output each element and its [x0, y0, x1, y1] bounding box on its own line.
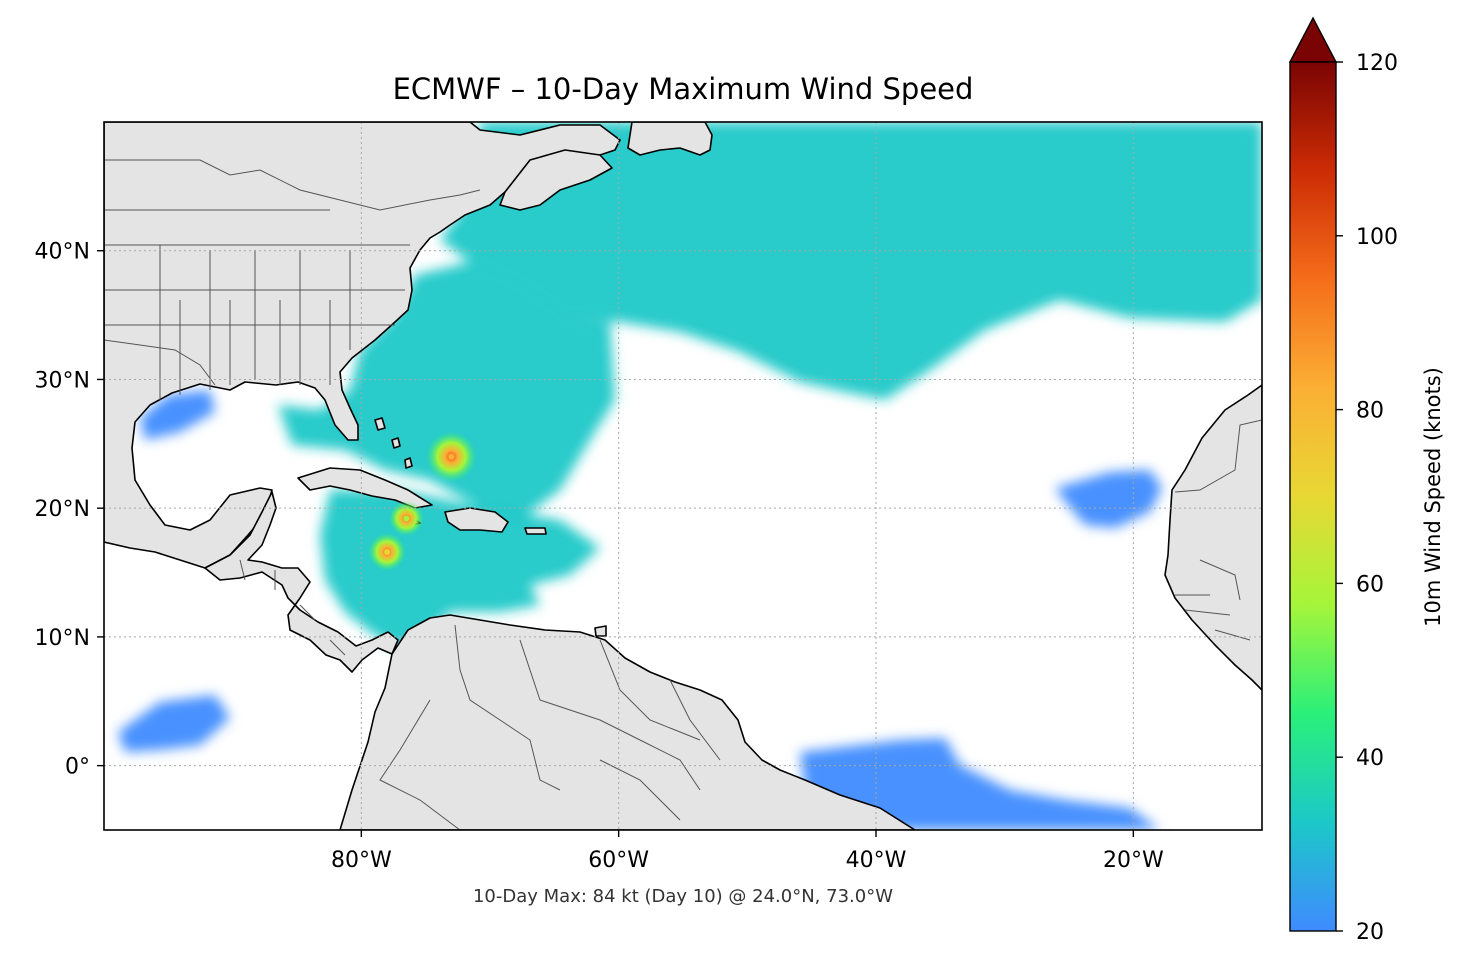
colorbar-label: 10m Wind Speed (knots) [1421, 367, 1445, 627]
storm-jamaica-south-core [384, 548, 391, 555]
central-america-borders [239, 559, 346, 656]
colorbar-extend-arrow [1288, 16, 1338, 63]
central-america-land [204, 491, 399, 673]
storm-bahamas-core [448, 453, 455, 460]
colorbar-ticks: 20 40 60 80 100 120 [1336, 51, 1398, 945]
chart-title: ECMWF – 10-Day Maximum Wind Speed [393, 72, 974, 106]
colorbar-gradient [1289, 61, 1337, 932]
map-frame [103, 121, 1263, 831]
wind-field-western-atlantic [278, 262, 615, 520]
wind-field-equatorial-south [800, 738, 1160, 830]
wind-field-eastern-atlantic-patch [1055, 470, 1162, 528]
y-tick-label: 10°N [35, 626, 90, 651]
y-tick-label: 30°N [35, 368, 90, 393]
max-wind-caption: 10-Day Max: 84 kt (Day 10) @ 24.0°N, 73.… [473, 886, 893, 907]
x-tick-label: 40°W [846, 848, 907, 873]
wind-field-north-atlantic-band [440, 122, 1262, 400]
gridlines [104, 122, 1262, 830]
us-state-lines [104, 209, 410, 400]
south-america-land [339, 614, 916, 830]
colorbar-tick-label: 40 [1356, 746, 1384, 771]
africa-borders [1174, 419, 1262, 641]
x-axis-ticks: 80°W 60°W 40°W 20°W [331, 830, 1164, 873]
africa-land [1164, 384, 1262, 691]
storm-maxima-layer [367, 431, 477, 572]
us-canada-border [104, 159, 481, 211]
y-tick-label: 20°N [35, 497, 90, 522]
nova-scotia-land [499, 149, 613, 211]
wind-field-eastern-pacific [118, 695, 230, 752]
land-layer [104, 122, 1262, 830]
south-america-borders [379, 624, 721, 830]
trinidad-land [594, 625, 607, 637]
hispaniola-land [444, 507, 509, 533]
wind-field-gulf-of-mexico [140, 390, 215, 440]
y-tick-label: 40°N [35, 240, 90, 265]
colorbar-tick-label: 20 [1356, 920, 1384, 945]
x-tick-label: 20°W [1103, 848, 1164, 873]
bahamas-land [374, 417, 413, 469]
x-tick-label: 80°W [331, 848, 392, 873]
mexico-border [104, 339, 216, 386]
country-border-layer [104, 159, 1262, 830]
colorbar-tick-label: 60 [1356, 572, 1384, 597]
storm-haiti-west-core [403, 515, 410, 522]
map-area [104, 122, 1262, 830]
x-tick-label: 60°W [588, 848, 649, 873]
colorbar: 20 40 60 80 100 120 10m Wind Speed (knots) [1288, 16, 1445, 945]
y-axis-ticks: 40°N 30°N 20°N 10°N 0° [35, 240, 104, 780]
colorbar-tick-label: 120 [1356, 51, 1398, 76]
puerto-rico-land [524, 527, 547, 535]
colorbar-tick-label: 100 [1356, 225, 1398, 250]
colorbar-tick-label: 80 [1356, 399, 1384, 424]
newfoundland-land [627, 122, 713, 156]
y-tick-label: 0° [65, 755, 90, 780]
